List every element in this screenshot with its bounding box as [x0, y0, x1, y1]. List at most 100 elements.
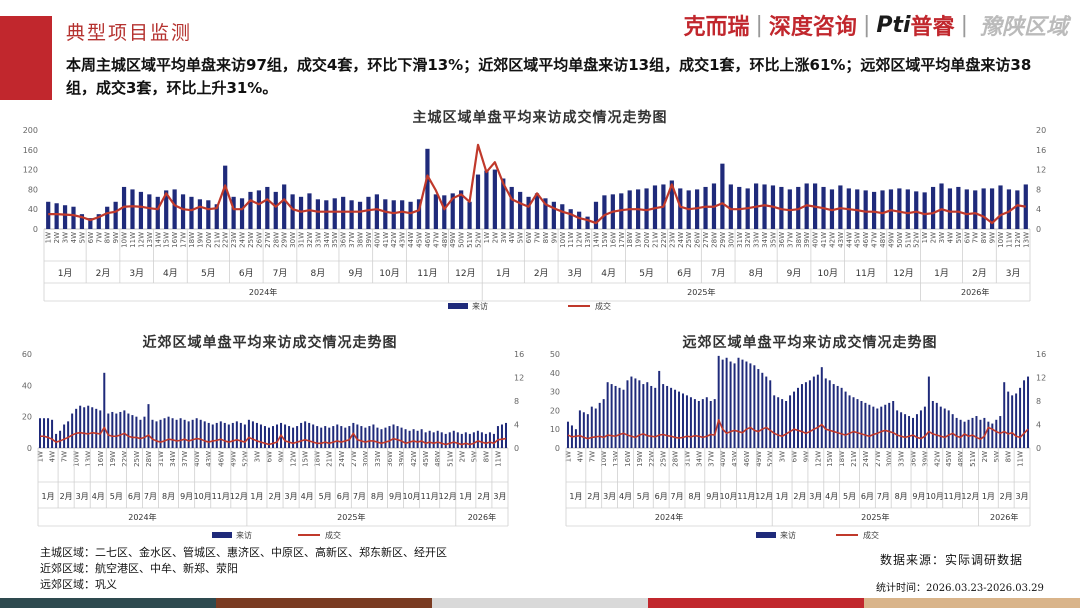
visit-bar [187, 421, 190, 448]
visit-bar [781, 399, 784, 448]
visit-bar [816, 374, 819, 448]
visit-bar [610, 384, 613, 448]
visit-bar [147, 404, 150, 448]
month-label: 12月 [230, 492, 248, 501]
visit-bar [91, 407, 94, 448]
visit-bar [46, 201, 51, 229]
year-label: 2026年 [990, 512, 1018, 522]
visit-bar [488, 432, 491, 448]
month-label: 7月 [273, 268, 288, 279]
week-tick-label: 8W [542, 232, 550, 243]
visit-bar [836, 385, 839, 448]
week-tick-label: 48W [879, 232, 887, 248]
visit-bar [526, 196, 531, 229]
visit-bar [384, 427, 387, 448]
y-left-tick-label: 20 [550, 406, 560, 415]
week-tick-label: 45W [945, 451, 953, 467]
visit-bar [915, 414, 918, 448]
visit-bar [971, 417, 974, 448]
legend-visit-swatch [756, 532, 776, 538]
visit-bar [115, 413, 118, 448]
month-label: 5月 [201, 268, 216, 279]
visit-bar [383, 199, 388, 229]
week-tick-label: 13W [612, 451, 620, 467]
week-tick-label: 25W [660, 451, 668, 467]
visit-bar [685, 395, 688, 448]
month-label: 3月 [285, 492, 298, 501]
visit-bar [83, 407, 86, 448]
week-tick-label: 52W [913, 232, 921, 248]
month-label: 7月 [670, 492, 683, 501]
visit-bar [582, 412, 585, 448]
week-tick-label: 46W [743, 451, 751, 467]
week-tick-label: 11W [129, 232, 137, 248]
deal-line [48, 143, 1026, 225]
visit-bar [943, 408, 946, 448]
month-label: 1月 [58, 268, 73, 279]
visit-bar [39, 418, 42, 448]
week-tick-label: 20W [205, 232, 213, 248]
week-tick-label: 2W [930, 232, 938, 243]
week-tick-label: 21W [651, 232, 659, 248]
month-label: 10月 [720, 492, 738, 501]
visit-bar [175, 419, 178, 448]
visit-bar [888, 402, 891, 448]
visit-bar [880, 406, 883, 448]
month-label: 8月 [371, 492, 384, 501]
visit-bar [167, 416, 170, 448]
month-label: 7月 [353, 492, 366, 501]
visit-bar [560, 204, 565, 229]
month-label: 5月 [110, 492, 123, 501]
visit-bar [272, 426, 275, 448]
logo-consulting: 深度咨询 [768, 15, 857, 40]
visit-bar [824, 378, 827, 448]
y-left-tick-label: 60 [22, 350, 32, 359]
visit-bar [147, 194, 152, 229]
visit-bar [720, 163, 725, 229]
main-chart-title: 主城区域单盘平均来访成交情况走势图 [412, 110, 668, 126]
visit-bar [939, 183, 944, 229]
week-tick-label: 37W [181, 451, 189, 467]
main-chart: 主城区域单盘平均来访成交情况走势图 0 40 80 120 160 200 0 4 8 12 16 2… [0, 104, 1080, 318]
visit-bar [654, 387, 657, 448]
visit-bar [832, 384, 835, 448]
week-tick-label: 5W [470, 451, 478, 462]
week-tick-label: 3W [253, 451, 261, 462]
visit-bar [155, 196, 160, 229]
week-tick-label: 32W [744, 232, 752, 248]
week-tick-label: 40W [812, 232, 820, 248]
visit-bar [721, 359, 724, 448]
week-tick-label: 48W [434, 451, 442, 467]
visit-bar [741, 359, 744, 448]
month-label: 8月 [749, 268, 764, 279]
y-left-tick-label: 200 [23, 126, 38, 135]
week-tick-label: 18W [314, 451, 322, 467]
visit-bar [47, 418, 50, 448]
week-tick-label: 25W [247, 232, 255, 248]
visit-bar [448, 432, 451, 448]
week-tick-label: 50W [458, 232, 466, 248]
week-tick-label: 10W [997, 232, 1005, 248]
week-tick-label: 28W [272, 232, 280, 248]
visit-bar [357, 201, 363, 229]
y-right-tick-label: 4 [514, 421, 519, 430]
month-label: 4月 [92, 492, 105, 501]
week-tick-label: 22W [121, 451, 129, 467]
week-tick-label: 24W [862, 451, 870, 467]
week-tick-label: 39W [921, 451, 929, 467]
week-tick-label: 15W [163, 232, 171, 248]
week-tick-label: 49W [229, 451, 237, 467]
visit-bar [577, 211, 582, 229]
month-label: 11月 [737, 492, 755, 501]
visit-bar [324, 426, 327, 448]
y-right-tick-label: 0 [1036, 225, 1041, 234]
month-label: 10月 [379, 268, 399, 279]
week-tick-label: 37W [707, 451, 715, 467]
visit-bar [757, 369, 760, 448]
week-tick-label: 46W [862, 232, 870, 248]
week-tick-label: 13W [584, 232, 592, 248]
visit-bar [239, 422, 242, 448]
month-label: 1月 [569, 492, 582, 501]
week-tick-label: 7W [95, 232, 103, 243]
